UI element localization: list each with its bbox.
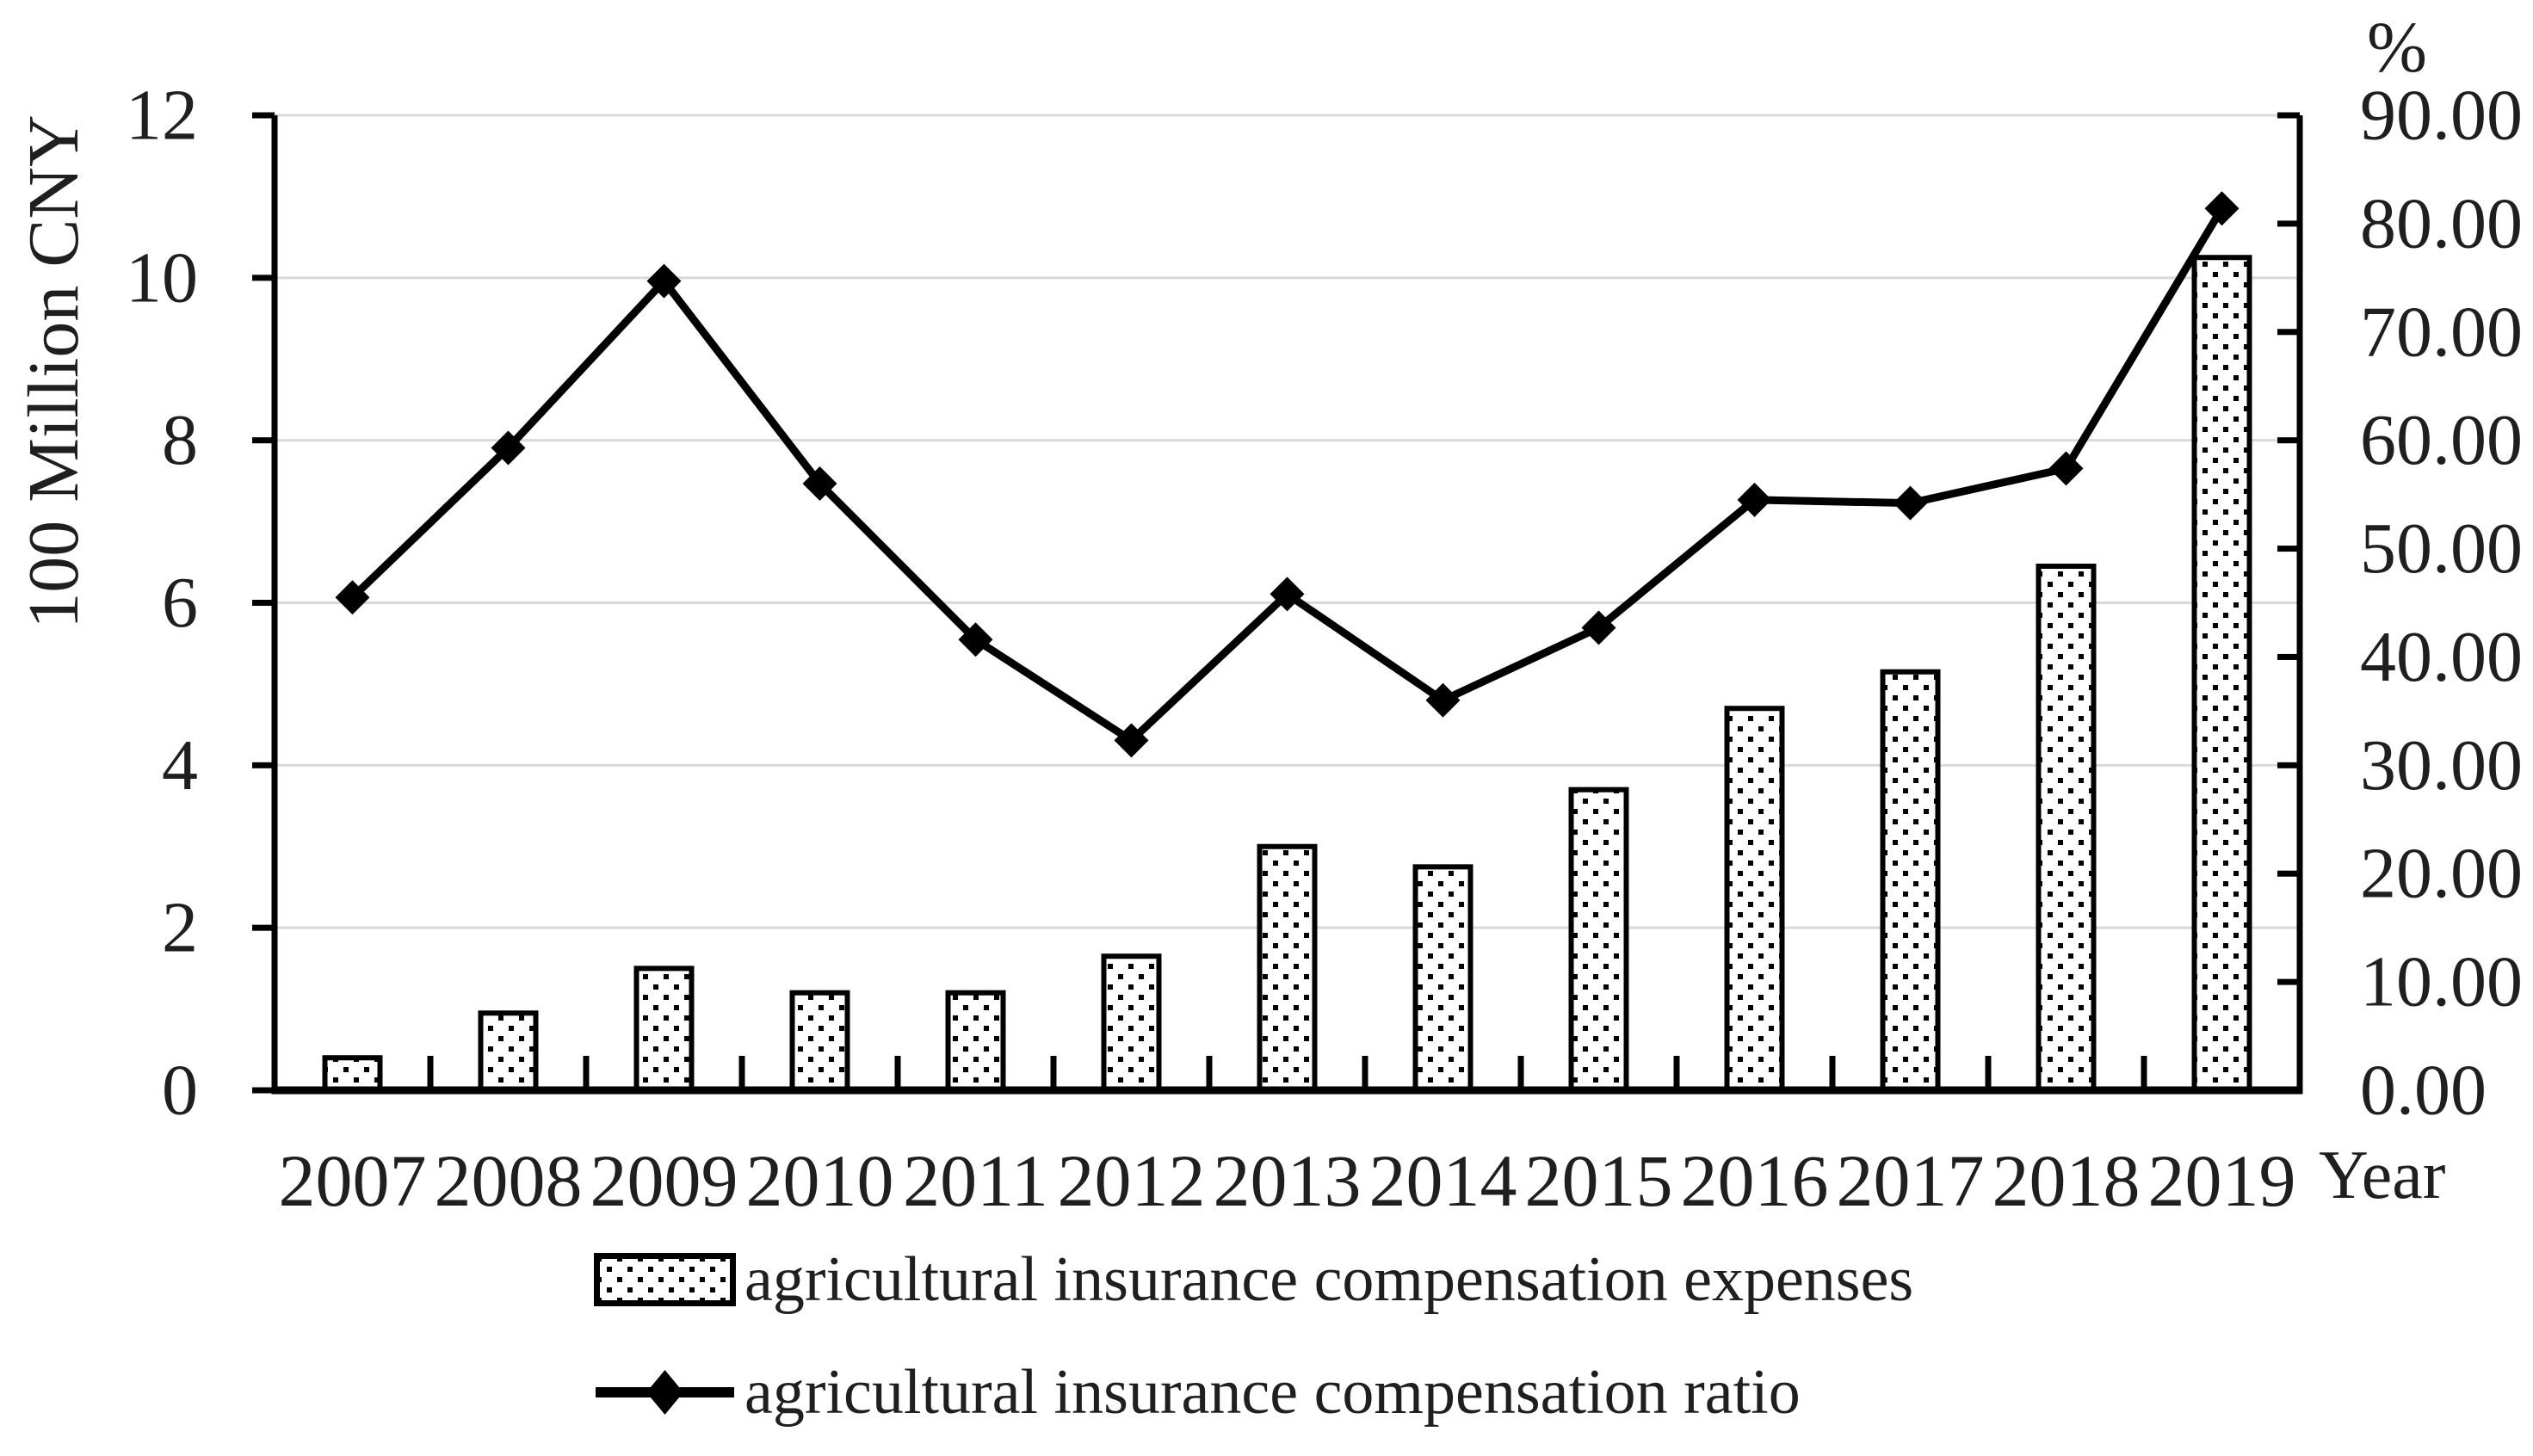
bar-2008: [478, 1010, 539, 1094]
ratio-marker-2015: [1581, 610, 1616, 645]
bar-2014: [1412, 864, 1473, 1094]
left-axis-label-10: 10: [126, 238, 198, 318]
x-axis-label-2010: 2010: [746, 1139, 894, 1222]
right-axis-tick-10.00: [2277, 978, 2300, 985]
right-axis-label-40.00: 40.00: [2360, 617, 2523, 697]
ratio-marker-2014: [1425, 682, 1461, 718]
ratio-marker-2016: [1737, 482, 1772, 517]
x-axis-tick-12: [2141, 1056, 2147, 1090]
x-axis-tick-4: [894, 1056, 901, 1090]
x-axis-label-2016: 2016: [1681, 1139, 1829, 1222]
x-axis-tick-10: [1829, 1056, 1836, 1090]
ratio-marker-2012: [1114, 723, 1149, 758]
x-axis-label-2012: 2012: [1058, 1139, 1206, 1222]
right-axis-tick-20.00: [2277, 870, 2300, 877]
ratio-marker-2008: [491, 430, 526, 466]
bar-2018: [2036, 564, 2097, 1093]
x-axis-label-2009: 2009: [590, 1139, 738, 1222]
left-axis-tick-6: [252, 600, 275, 606]
right-axis-tick-70.00: [2277, 329, 2300, 336]
right-axis-label-30.00: 30.00: [2360, 725, 2523, 805]
x-axis-label-2019: 2019: [2148, 1139, 2296, 1222]
x-axis-label-2017: 2017: [1837, 1139, 1985, 1222]
right-axis-tick-80.00: [2277, 220, 2300, 227]
x-axis-tick-1: [427, 1056, 434, 1090]
right-axis-tick-50.00: [2277, 546, 2300, 552]
right-axis-line: [2296, 115, 2303, 1090]
right-axis-label-60.00: 60.00: [2360, 400, 2523, 480]
bar-2013: [1257, 843, 1318, 1093]
x-axis-label-2011: 2011: [903, 1139, 1048, 1222]
right-axis-tick-90.00: [2277, 112, 2300, 119]
right-axis-tick-30.00: [2277, 762, 2300, 768]
left-axis-label-0: 0: [162, 1051, 198, 1131]
left-axis-label-8: 8: [162, 400, 198, 480]
right-axis-tick-60.00: [2277, 437, 2300, 444]
left-axis-tick-8: [252, 437, 275, 444]
left-axis-label-6: 6: [162, 563, 198, 643]
ratio-marker-2017: [1893, 485, 1928, 521]
bar-2015: [1568, 787, 1629, 1093]
left-axis-tick-12: [252, 112, 275, 119]
x-axis-label-2018: 2018: [1992, 1139, 2141, 1222]
ratio-marker-2019: [2204, 191, 2240, 226]
x-axis-label-2014: 2014: [1369, 1139, 1517, 1222]
right-axis-label-10.00: 10.00: [2360, 942, 2523, 1022]
x-axis-tick-9: [1673, 1056, 1680, 1090]
ratio-marker-2018: [2048, 451, 2084, 486]
x-axis-title: Year: [2319, 1138, 2446, 1213]
x-axis-tick-6: [1206, 1056, 1213, 1090]
right-axis-label-50.00: 50.00: [2360, 509, 2523, 589]
left-axis-label-4: 4: [162, 725, 198, 805]
bar-2017: [1880, 669, 1941, 1093]
bar-2012: [1101, 953, 1162, 1094]
ratio-marker-2013: [1270, 577, 1305, 612]
x-axis-tick-2: [583, 1056, 590, 1090]
ratio-marker-2010: [802, 466, 837, 502]
x-axis-tick-3: [738, 1056, 745, 1090]
left-axis-label-12: 12: [126, 76, 198, 156]
right-axis-title: %: [2367, 8, 2427, 88]
left-axis-tick-10: [252, 275, 275, 281]
x-axis-label-2008: 2008: [435, 1139, 583, 1222]
right-axis-tick-0.00: [2277, 1087, 2300, 1094]
bar-2019: [2191, 255, 2252, 1093]
x-axis-label-2013: 2013: [1214, 1139, 1362, 1222]
right-axis-label-80.00: 80.00: [2360, 183, 2523, 263]
left-axis-title: 100 Million CNY: [14, 114, 94, 629]
ratio-marker-2009: [646, 263, 682, 299]
x-axis-tick-5: [1050, 1056, 1057, 1090]
ratio-marker-2011: [958, 622, 993, 657]
x-axis-tick-7: [1362, 1056, 1368, 1090]
ratio-line: [349, 206, 2226, 744]
left-axis-label-2: 2: [162, 888, 198, 968]
bar-2010: [789, 990, 850, 1093]
x-axis-label-2007: 2007: [279, 1139, 427, 1222]
x-axis-tick-11: [1985, 1056, 1992, 1090]
right-axis-label-20.00: 20.00: [2360, 834, 2523, 914]
bar-2011: [945, 990, 1006, 1093]
bar-2009: [633, 966, 695, 1093]
right-axis-label-70.00: 70.00: [2360, 292, 2523, 372]
ratio-marker-2007: [335, 580, 370, 615]
left-axis-tick-0: [252, 1087, 275, 1094]
left-axis-tick-2: [252, 924, 275, 931]
right-axis-label-0.00: 0.00: [2360, 1051, 2487, 1131]
x-axis-line: [271, 1086, 2303, 1095]
left-axis-tick-4: [252, 762, 275, 768]
bar-2007: [322, 1055, 383, 1093]
right-axis-tick-40.00: [2277, 653, 2300, 660]
bar-2016: [1724, 706, 1785, 1093]
x-axis-label-2015: 2015: [1525, 1139, 1673, 1222]
x-axis-tick-8: [1517, 1056, 1524, 1090]
right-axis-label-90.00: 90.00: [2360, 76, 2523, 156]
